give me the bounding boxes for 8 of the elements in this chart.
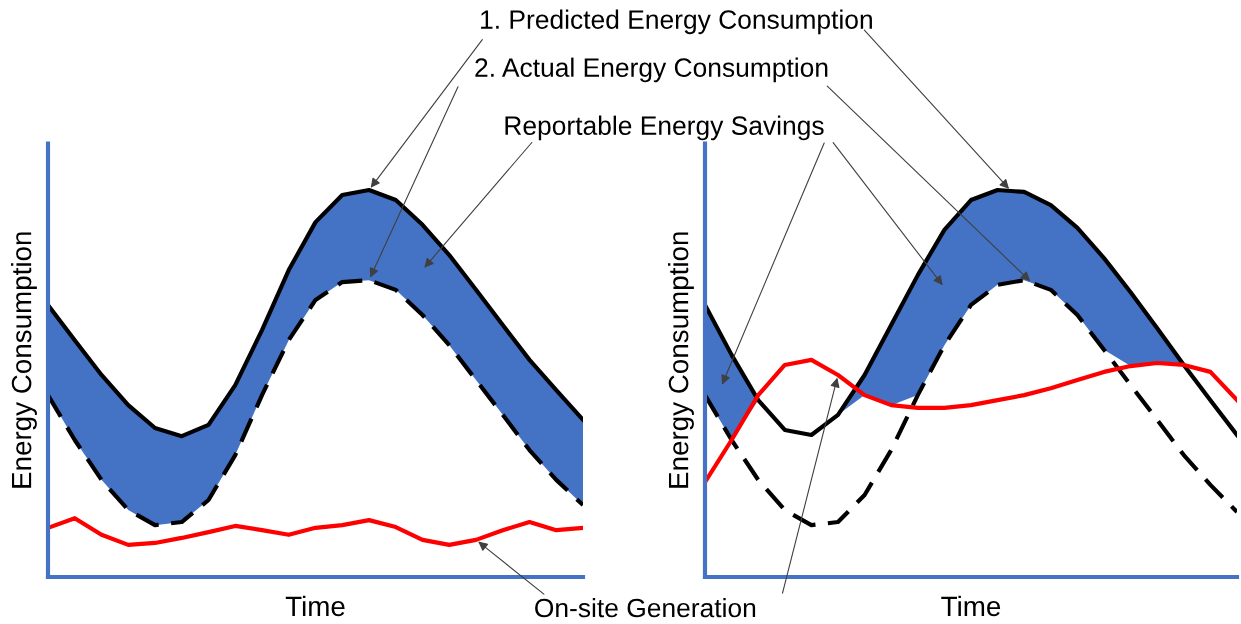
y-axis-title: Energy Consumption: [10, 232, 37, 488]
text: 1. Predicted Energy Consumption: [481, 9, 872, 35]
x-axis-title: Time: [285, 595, 345, 617]
text: Reportable Energy Savings: [505, 115, 824, 141]
x-axis-title: Time: [941, 595, 1001, 617]
y-axis-title: Energy Consumption: [667, 232, 694, 488]
text: On-site Generation: [535, 597, 756, 618]
text: 2. Actual Energy Consumption: [475, 57, 828, 83]
